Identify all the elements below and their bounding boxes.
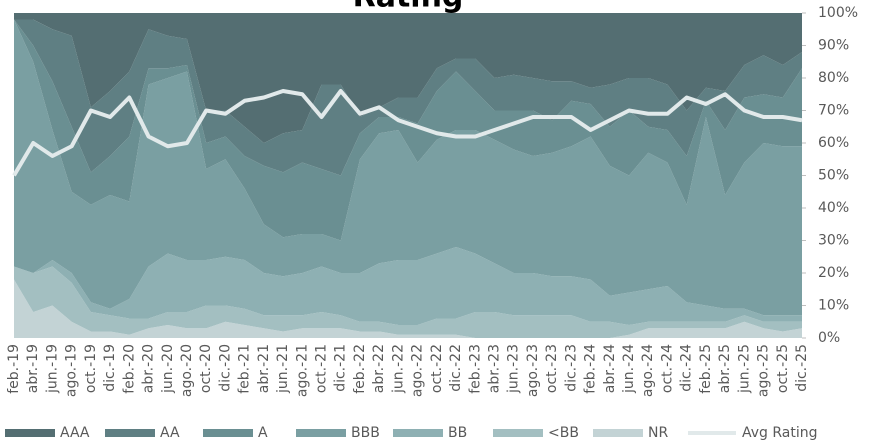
- x-tick-label: ago.-20: [179, 344, 195, 397]
- area: [14, 19, 802, 316]
- legend-label: A: [258, 425, 268, 441]
- x-tick-label: dic.-23: [563, 344, 579, 392]
- x-tick-label: dic.-20: [217, 344, 233, 392]
- legend-swatch: [393, 429, 443, 437]
- y-tick-label: 0%: [818, 330, 840, 346]
- legend-label: BBB: [351, 425, 380, 441]
- x-tick-label: abr.-23: [486, 344, 502, 393]
- x-tick-label: oct.-21: [314, 344, 330, 393]
- x-tick-label: dic.-24: [679, 344, 695, 392]
- y-tick-label: 60%: [818, 135, 849, 151]
- x-tick-label: jun.-19: [44, 344, 60, 394]
- x-tick-label: jun.-21: [275, 344, 291, 394]
- y-tick-label: 30%: [818, 233, 849, 249]
- x-tick-label: oct.-22: [429, 344, 445, 393]
- chart-title: Rating: [353, 0, 464, 15]
- x-tick-label: abr.-25: [717, 344, 733, 393]
- x-tick-label: oct.-25: [775, 344, 791, 393]
- x-tick-label: dic.-25: [794, 344, 810, 392]
- x-tick-label: feb.-24: [583, 344, 599, 394]
- area: [14, 279, 802, 338]
- x-tick-label: dic.-21: [333, 344, 349, 392]
- legend-label: AA: [160, 425, 180, 441]
- x-tick-label: abr.-22: [371, 344, 387, 393]
- x-tick-label: abr.-21: [256, 344, 272, 393]
- avg-line: [12, 89, 803, 177]
- x-tick-label: oct.-20: [198, 344, 214, 393]
- y-tick-label: 90%: [818, 38, 849, 54]
- area: [14, 266, 802, 338]
- x-tick-label: abr.-19: [25, 344, 41, 393]
- legend-label: AAA: [60, 425, 90, 441]
- x-tick-label: dic.-19: [102, 344, 118, 392]
- x-tick-label: dic.-22: [448, 344, 464, 392]
- y-tick-label: 40%: [818, 200, 849, 216]
- x-tick-label: jun.-22: [390, 344, 406, 394]
- legend-swatch: [105, 429, 155, 437]
- x-tick-label: ago.-25: [756, 344, 772, 397]
- x-tick-label: abr.-24: [602, 344, 618, 393]
- y-tick-label: 70%: [818, 103, 849, 119]
- legend-label: BB: [448, 425, 467, 441]
- x-tick-label: oct.-23: [544, 344, 560, 393]
- x-tick-label: oct.-19: [83, 344, 99, 393]
- x-tick-label: ago.-21: [294, 344, 310, 397]
- y-tick-label: 20%: [818, 265, 849, 281]
- x-tick-label: abr.-20: [141, 344, 157, 393]
- x-tick-label: feb.-20: [121, 344, 137, 394]
- x-tick-label: ago.-24: [640, 344, 656, 397]
- x-tick-label: ago.-22: [410, 344, 426, 397]
- legend-swatch: [493, 429, 543, 437]
- x-tick-label: jun.-23: [506, 344, 522, 394]
- x-tick-label: jun.-25: [736, 344, 752, 394]
- legend-swatch: [203, 429, 253, 437]
- y-tick-label: 50%: [818, 168, 849, 184]
- y-tick-label: 100%: [818, 5, 858, 21]
- legend-label: Avg Rating: [742, 425, 818, 441]
- x-tick-label: oct.-24: [659, 344, 675, 393]
- x-tick-label: ago.-23: [525, 344, 541, 397]
- legend-swatch: [593, 429, 643, 437]
- x-tick-label: feb.-23: [467, 344, 483, 394]
- x-tick-label: jun.-20: [160, 344, 176, 394]
- y-tick-label: 10%: [818, 298, 849, 314]
- x-tick-label: feb.-19: [6, 344, 22, 394]
- legend-label: <BB: [548, 425, 579, 441]
- x-tick-label: feb.-22: [352, 344, 368, 394]
- x-tick-label: jun.-24: [621, 344, 637, 394]
- y-tick-label: 80%: [818, 70, 849, 86]
- legend-label: NR: [648, 425, 668, 441]
- x-tick-label: ago.-19: [64, 344, 80, 397]
- x-tick-label: feb.-25: [698, 344, 714, 394]
- legend-swatch: [296, 429, 346, 437]
- area: [14, 19, 802, 241]
- area: [14, 247, 802, 325]
- x-tick-label: feb.-21: [237, 344, 253, 394]
- legend-swatch: [5, 429, 55, 437]
